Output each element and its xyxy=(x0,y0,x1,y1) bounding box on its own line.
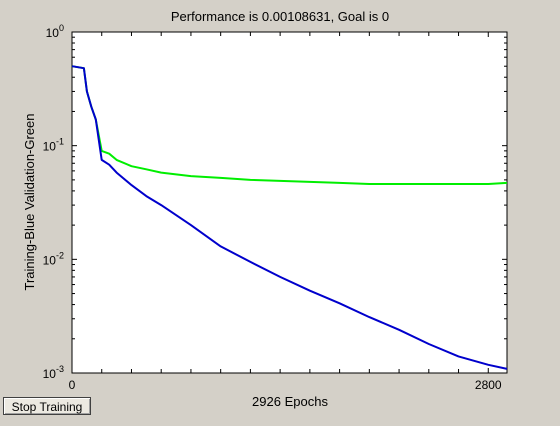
axis-ticks: 100 10-1 10-2 10-3 0 2800 xyxy=(43,23,507,392)
y-tick-label: 10-2 xyxy=(43,250,64,267)
stop-training-button[interactable]: Stop Training xyxy=(3,397,91,415)
y-tick-label: 10-1 xyxy=(43,137,64,154)
y-tick-label: 100 xyxy=(46,23,64,40)
x-tick-label: 0 xyxy=(69,378,76,392)
y-axis-label: Training-Blue Validation-Green xyxy=(22,113,37,290)
series-line-training xyxy=(71,65,508,370)
plot-area xyxy=(71,31,508,374)
data-series xyxy=(71,65,508,370)
x-axis-label: 2926 Epochs xyxy=(252,394,328,409)
x-tick-label: 2800 xyxy=(475,378,502,392)
y-tick-label: 10-3 xyxy=(43,364,64,381)
chart-title: Performance is 0.00108631, Goal is 0 xyxy=(171,9,389,24)
